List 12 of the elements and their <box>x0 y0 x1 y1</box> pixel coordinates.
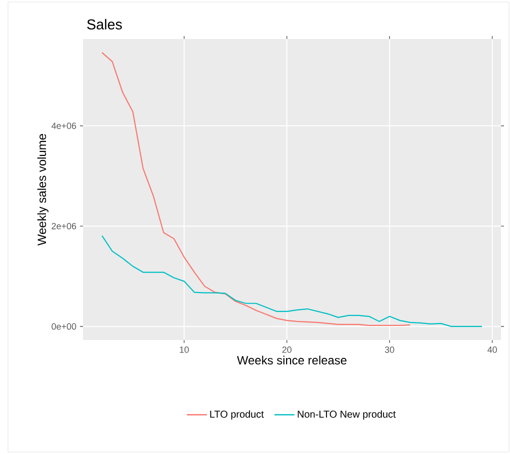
chart-title: Sales <box>87 18 122 30</box>
x-tick-label: 20 <box>282 346 292 353</box>
y-axis-title: Weekly sales volume <box>37 134 48 246</box>
legend-label: Non-LTO New product <box>298 410 396 420</box>
x-tick-label: 40 <box>487 346 497 353</box>
x-tick-label: 30 <box>384 346 394 353</box>
y-tick-label: 0e+00 <box>52 323 76 330</box>
x-tick-label: 10 <box>180 346 189 353</box>
y-tick-label: 4e+06 <box>52 122 76 129</box>
x-axis-title: Weeks since release <box>237 356 346 364</box>
y-tick-label: 2e+06 <box>52 222 76 230</box>
legend-label: LTO product <box>210 410 264 420</box>
